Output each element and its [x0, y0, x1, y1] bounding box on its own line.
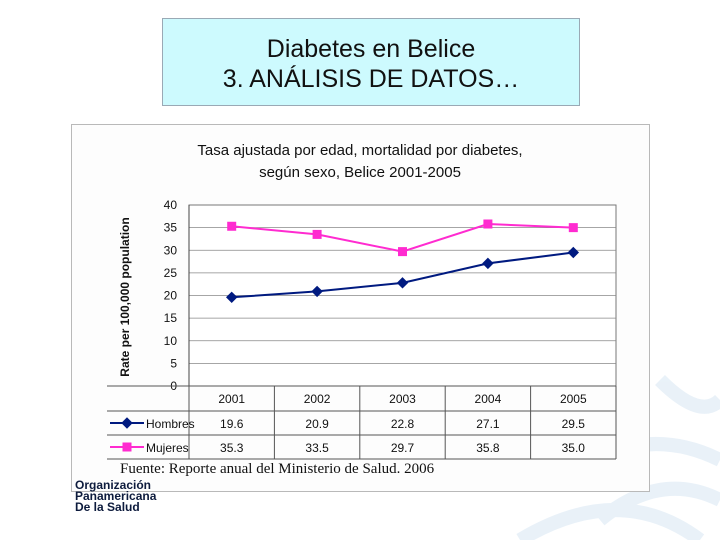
data-table-value-hombres: 20.9	[305, 417, 329, 431]
data-point-hombres	[311, 285, 323, 298]
y-tick-label: 30	[164, 243, 178, 257]
line-chart: Tasa ajustada por edad, mortalidad por d…	[107, 142, 617, 460]
data-point-hombres	[482, 257, 494, 270]
data-table-value-mujeres: 35.3	[220, 441, 244, 455]
y-tick-label: 20	[164, 289, 178, 303]
x-category-label: 2004	[475, 392, 502, 406]
org-line-2: Panamericana	[75, 489, 157, 503]
data-table-value-hombres: 19.6	[220, 417, 244, 431]
y-tick-label: 15	[164, 311, 178, 325]
data-table-value-mujeres: 35.0	[562, 441, 586, 455]
y-axis-label: Rate per 100,000 population	[118, 217, 132, 376]
data-point-mujeres	[398, 247, 407, 257]
data-table-value-mujeres: 35.8	[476, 441, 500, 455]
y-tick-label: 10	[164, 334, 178, 348]
legend-label-hombres: Hombres	[146, 417, 195, 431]
data-point-mujeres	[227, 221, 237, 231]
org-line-1: Organización	[75, 478, 152, 492]
org-line-3: De la Salud	[75, 500, 140, 514]
organization-logo-text: Organización Panamericana De la Salud	[75, 478, 157, 514]
y-tick-label: 5	[170, 356, 177, 370]
x-category-label: 2001	[218, 392, 245, 406]
y-tick-label: 35	[164, 221, 178, 235]
data-table-value-mujeres: 29.7	[391, 441, 415, 455]
data-table-value-mujeres: 33.5	[305, 441, 329, 455]
y-tick-label: 40	[164, 198, 178, 212]
data-table-value-hombres: 22.8	[391, 417, 415, 431]
slide-title-box: Diabetes en Belice 3. ANÁLISIS DE DATOS…	[162, 18, 580, 106]
legend-label-mujeres: Mujeres	[146, 441, 189, 455]
data-point-mujeres	[483, 219, 493, 229]
chart-title-line2: según sexo, Belice 2001-2005	[259, 164, 461, 181]
slide-subtitle: 3. ANÁLISIS DE DATOS…	[222, 65, 520, 93]
legend-marker-hombres	[121, 417, 133, 429]
x-category-label: 2003	[389, 392, 416, 406]
data-table-value-hombres: 29.5	[562, 417, 586, 431]
legend-marker-mujeres	[122, 442, 132, 452]
data-point-mujeres	[312, 229, 322, 239]
slide-title: Diabetes en Belice	[266, 35, 476, 63]
x-category-label: 2002	[304, 392, 331, 406]
data-point-mujeres	[568, 223, 578, 233]
data-point-hombres	[225, 291, 238, 304]
x-category-label: 2005	[560, 392, 587, 406]
chart-panel: Tasa ajustada por edad, mortalidad por d…	[71, 124, 650, 492]
source-note: Fuente: Reporte anual del Ministerio de …	[120, 461, 435, 477]
chart-title-line1: Tasa ajustada por edad, mortalidad por d…	[197, 142, 522, 159]
y-tick-label: 25	[164, 266, 178, 280]
data-point-hombres	[396, 277, 409, 289]
data-point-hombres	[567, 246, 580, 259]
data-table-value-hombres: 27.1	[476, 417, 500, 431]
